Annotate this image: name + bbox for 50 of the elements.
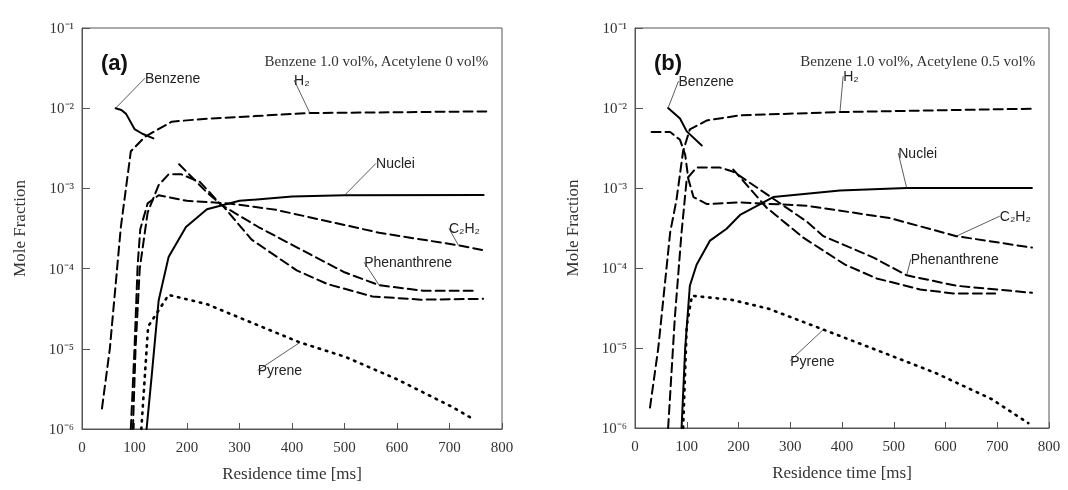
x-tick-label: 300 <box>228 438 251 455</box>
text: (a) <box>101 49 128 75</box>
x-tick-label: 400 <box>280 438 304 455</box>
series-label: C₂H₂ <box>448 220 480 237</box>
y-tick-label: 10⁻² <box>602 100 628 116</box>
x-tick-label: 700 <box>438 438 461 455</box>
y-tick-label: 10⁻¹ <box>602 20 627 36</box>
series-label: C₂H₂ <box>999 208 1031 225</box>
series-label: Nuclei <box>898 145 938 161</box>
x-tick-label: 800 <box>490 438 514 455</box>
y-tick-label: 10⁻⁴ <box>48 260 74 277</box>
y-tick-label: 10⁻⁵ <box>48 340 74 357</box>
x-tick-label: 800 <box>1037 437 1061 454</box>
series-label: Benzene <box>678 73 734 89</box>
y-tick-label: 10⁻³ <box>602 180 628 196</box>
y-tick-label: 10⁻³ <box>49 180 75 197</box>
y-axis-title: Mole Fraction <box>10 179 29 277</box>
x-tick-label: 300 <box>779 437 802 454</box>
series-label: H₂ <box>843 68 859 85</box>
series-label: Phenanthrene <box>910 251 999 268</box>
x-tick-label: 0 <box>631 437 639 454</box>
text: Benzene 1.0 vol%, Acetylene 0 vol% <box>264 52 489 69</box>
x-tick-label: 100 <box>123 438 146 455</box>
series-label: Pyrene <box>790 352 835 369</box>
x-tick-label: 500 <box>333 438 356 455</box>
text: Benzene 1.0 vol%, Acetylene 0.5 vol% <box>800 52 1036 69</box>
series-label: Phenanthrene <box>364 254 453 271</box>
series-label: Pyrene <box>257 362 303 379</box>
x-tick-label: 600 <box>934 437 957 454</box>
text: Benzene <box>144 70 201 87</box>
x-tick-label: 200 <box>727 437 750 454</box>
x-tick-label: 200 <box>175 438 199 455</box>
y-tick-label: 10⁻² <box>49 100 75 117</box>
x-tick-label: 700 <box>986 437 1009 454</box>
y-tick-label: 10⁻¹ <box>49 20 74 36</box>
text: (b) <box>654 49 683 75</box>
y-tick-label: 10⁻⁶ <box>601 420 627 436</box>
x-tick-label: 600 <box>385 438 409 455</box>
y-tick-label: 10⁻⁵ <box>601 340 627 356</box>
y-axis-title: Mole Fraction <box>563 179 582 277</box>
x-tick-label: 400 <box>830 437 854 454</box>
series-label: H₂ <box>294 72 310 89</box>
x-tick-label: 100 <box>675 437 698 454</box>
series-label: Nuclei <box>376 155 415 172</box>
x-tick-label: 500 <box>882 437 905 454</box>
x-axis-title: Residence time [ms] <box>222 464 362 483</box>
x-axis-title: Residence time [ms] <box>772 463 912 482</box>
y-tick-label: 10⁻⁴ <box>601 260 627 276</box>
x-tick-label: 0 <box>78 438 86 455</box>
y-tick-label: 10⁻⁶ <box>48 421 74 437</box>
